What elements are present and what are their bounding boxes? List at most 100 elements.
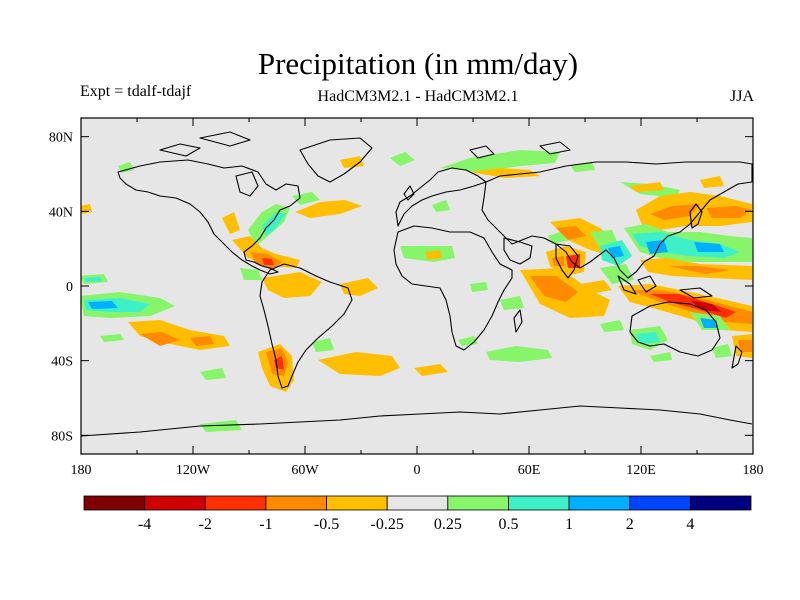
colorbar-swatch xyxy=(265,495,327,511)
lon-label: 180 xyxy=(71,463,92,478)
season-label: JJA xyxy=(729,88,754,105)
colorbar-label: 0.5 xyxy=(498,516,518,533)
coastline-arctic-islands xyxy=(159,131,571,159)
anomaly-patch xyxy=(118,162,134,173)
lat-label: 80S xyxy=(51,429,73,444)
anomaly-patch xyxy=(100,334,124,342)
anomaly-patch xyxy=(200,420,242,432)
colorbar-label: 2 xyxy=(626,516,634,533)
anomaly-patch xyxy=(440,150,560,172)
coastline-japan xyxy=(689,203,703,229)
anomaly-patch xyxy=(425,250,442,260)
anomaly-patch xyxy=(486,346,552,362)
axis-labels: 80N 40N 0 40S 80S 180 120W 60W 0 60E 120E 180 xyxy=(49,131,764,478)
anomaly-patch xyxy=(650,204,700,220)
coastline-arabia xyxy=(503,237,533,265)
anomaly-patch xyxy=(738,340,752,352)
colorbar-swatch xyxy=(326,495,388,511)
coastline-australia xyxy=(629,301,721,357)
lon-label: 120E xyxy=(626,463,656,478)
colorbar-swatch xyxy=(508,495,570,511)
anomaly-patch xyxy=(630,182,664,192)
coastline-borneo xyxy=(637,275,657,293)
anomaly-patch xyxy=(432,200,450,212)
coastline-madagascar xyxy=(513,309,523,333)
anomaly-patch xyxy=(200,368,226,380)
colorbar-label: 4 xyxy=(686,516,694,533)
anomaly-patch xyxy=(140,332,180,346)
anomaly-patch xyxy=(222,212,240,234)
colorbar-labels: -4 -2 -1 -0.5 -0.25 0.25 0.5 1 2 4 xyxy=(138,516,694,533)
colorbar-swatch xyxy=(204,495,267,511)
anomaly-patch xyxy=(650,352,672,362)
colorbar-label: -1 xyxy=(259,516,272,533)
lat-label: 40S xyxy=(51,355,73,370)
anomaly-patch xyxy=(690,300,722,312)
lon-label: 120W xyxy=(176,463,211,478)
colorbar xyxy=(83,495,752,511)
anomaly-patch xyxy=(470,282,488,292)
lon-label: 180 xyxy=(743,463,764,478)
coastline-north-america xyxy=(117,159,301,275)
anomaly-patch xyxy=(500,296,524,310)
anomaly-patch xyxy=(390,152,415,166)
anomaly-patch xyxy=(580,280,612,294)
anomaly-patch xyxy=(88,301,118,309)
anomaly-patch xyxy=(318,352,400,376)
anomaly-patch xyxy=(668,266,730,274)
anomaly-patch xyxy=(240,268,262,280)
colorbar-label: -2 xyxy=(199,516,212,533)
anomaly-patch xyxy=(414,364,448,376)
anomaly-patch xyxy=(694,242,724,252)
anomaly-patch xyxy=(600,320,624,332)
coastline-sumatra xyxy=(617,275,637,295)
anomaly-patch xyxy=(340,156,364,168)
colorbar-label: -0.25 xyxy=(371,516,404,533)
colorbar-label: -0.5 xyxy=(314,516,339,533)
anomaly-patch xyxy=(262,212,286,236)
colorbar-swatch xyxy=(83,495,146,511)
coastline-europe xyxy=(395,167,487,227)
anomaly-patch xyxy=(556,226,586,240)
anomaly-patch xyxy=(312,338,334,352)
anomaly-patch xyxy=(232,236,300,268)
experiment-label: Expt = tdalf-tdajf xyxy=(80,83,192,100)
anomaly-patch xyxy=(84,277,102,282)
anomaly-patch xyxy=(600,264,634,284)
colorbar-label: 0.25 xyxy=(434,516,462,533)
coastline-new-guinea xyxy=(679,287,713,299)
lat-label: 0 xyxy=(66,280,73,295)
map-title: Precipitation (in mm/day) xyxy=(257,46,579,81)
coastline-india xyxy=(555,243,579,279)
colorbar-swatch xyxy=(568,495,631,511)
coastline-south-america xyxy=(259,263,353,389)
model-label: HadCM3M2.1 - HadCM3M2.1 xyxy=(317,88,519,105)
lat-label: 40N xyxy=(49,205,73,220)
anomaly-patch xyxy=(295,200,362,218)
coastline-british-isles xyxy=(403,185,415,201)
lat-label: 80N xyxy=(49,131,73,146)
colorbar-swatch xyxy=(447,495,509,511)
colorbar-label: -4 xyxy=(138,516,151,533)
anomaly-patch xyxy=(530,276,578,302)
coastline-africa xyxy=(393,225,513,351)
lon-label: 60E xyxy=(518,463,541,478)
anomaly-patch xyxy=(712,344,732,358)
anomaly-patch xyxy=(706,206,752,218)
coastline-antarctica xyxy=(81,405,753,437)
coastline-greenland xyxy=(299,137,373,183)
anomaly-patch xyxy=(262,272,322,298)
coastlines xyxy=(81,131,753,437)
coastline-asia xyxy=(481,161,753,279)
coastline-new-zealand xyxy=(731,345,743,369)
colorbar-label: 1 xyxy=(565,516,573,533)
anomaly-patch xyxy=(650,294,736,318)
anomaly-patch xyxy=(190,336,214,346)
colorbar-swatch xyxy=(689,495,752,511)
colorbar-swatch xyxy=(629,495,691,511)
colorbar-swatch xyxy=(144,495,206,511)
coastline-hudson-bay xyxy=(235,171,259,197)
precipitation-anomaly-fields xyxy=(81,150,752,432)
anomaly-patch xyxy=(262,258,274,265)
